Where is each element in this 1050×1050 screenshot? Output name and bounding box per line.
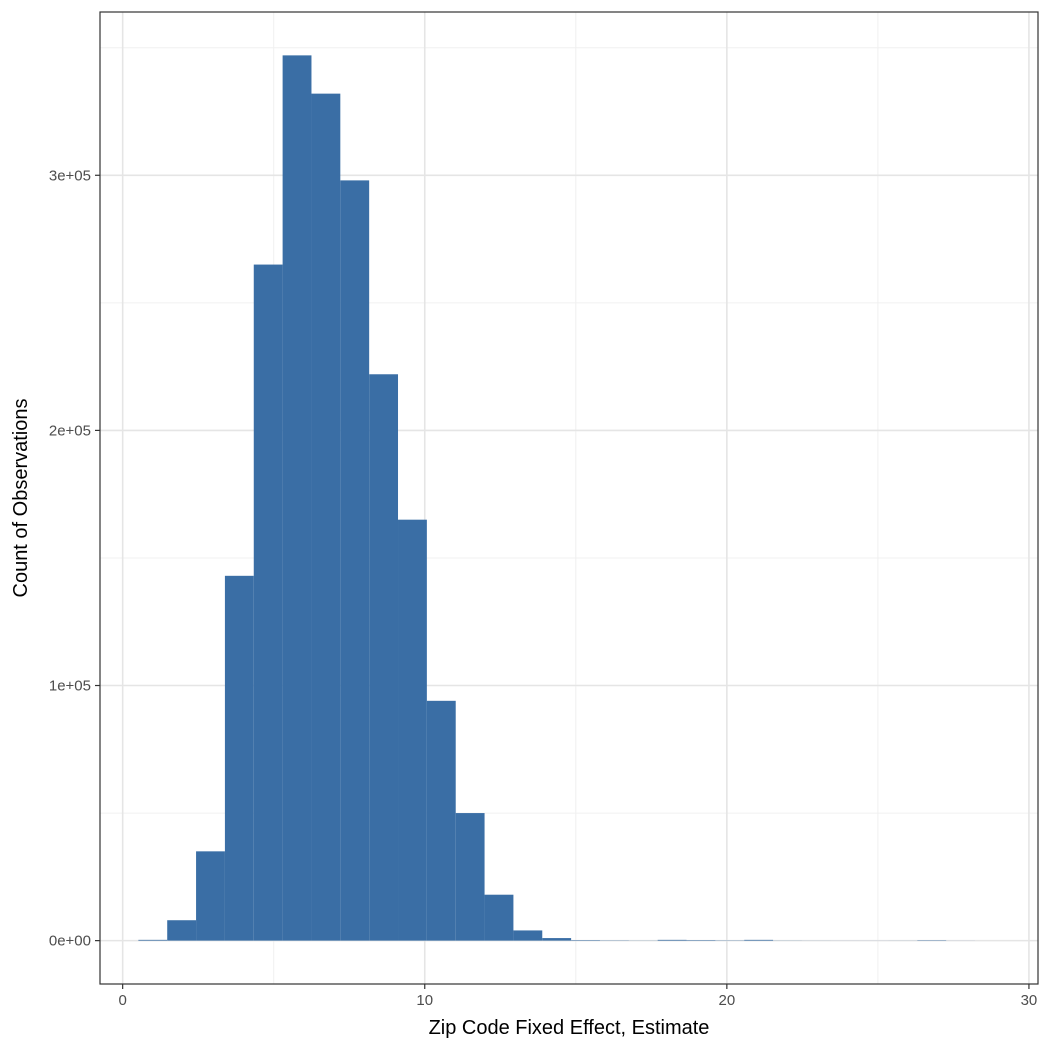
y-axis: 0e+00 1e+05 2e+05 3e+05 [49,167,100,950]
histogram-bar [398,519,427,941]
x-tick-label: 20 [719,992,736,1009]
histogram-bar [686,940,716,941]
histogram-bar [138,939,168,941]
panel-border [99,11,1039,985]
y-tick-label: 3e+05 [49,167,91,184]
histogram-bar [426,700,456,941]
histogram-bar [167,920,197,941]
x-tick-label: 30 [1021,992,1038,1009]
histogram-bar [196,851,225,941]
x-tick-label: 10 [416,992,433,1009]
y-tick-label: 0e+00 [49,933,91,950]
histogram-bar [484,894,514,941]
x-axis-title: Zip Code Fixed Effect, Estimate [429,1017,710,1039]
histogram-bar [311,93,341,941]
histogram-bar [340,180,370,941]
histogram-bar [744,939,774,941]
y-axis-title: Count of Observations [10,399,32,598]
y-tick-label: 1e+05 [49,678,91,695]
histogram-bar [571,940,600,941]
histogram-bar [224,575,254,941]
histogram-bar [657,939,687,941]
histogram-bar [282,55,312,941]
histogram-bar [455,813,485,941]
x-axis: 0 10 20 30 [118,984,1037,1009]
major-gridlines [100,12,1038,984]
histogram-bar [369,374,399,941]
histogram-bars [138,55,976,941]
histogram-bar [513,930,543,941]
y-tick-label: 2e+05 [49,422,91,439]
histogram-bar [253,264,283,941]
histogram-bar [542,938,572,941]
x-tick-label: 0 [118,992,126,1009]
